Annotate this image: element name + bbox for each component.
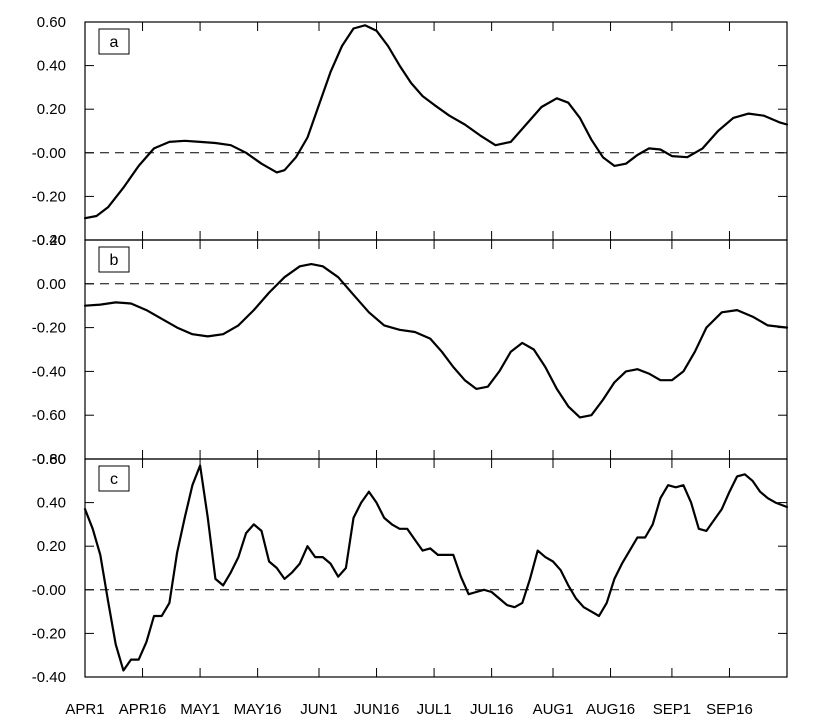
y-tick-label: -0.60: [32, 407, 66, 424]
x-tick-label: MAY1: [180, 701, 220, 718]
x-tick-label: MAY16: [234, 701, 282, 718]
shared-x-axis: APR1 APR16 MAY1 MAY16 JUN1 JUN16 JUL1 JUL16 AUG1…: [65, 701, 752, 718]
x-tick-label: APR1: [65, 701, 104, 718]
x-tick-label: AUG1: [533, 701, 574, 718]
series-line-b: [83, 263, 789, 419]
x-tick-label: SEP16: [706, 701, 753, 718]
y-tick-label: -0.40: [32, 669, 66, 686]
y-tick-label: -0.20: [32, 188, 66, 205]
panel-a: -0.40 -0.20 -0.00 0.20 0.40 0.60 a: [32, 14, 789, 249]
y-tick-label: 0.20: [37, 101, 66, 118]
x-tick-label: JUL16: [470, 701, 513, 718]
panel-c: -0.40 -0.20 -0.00 0.20 0.40 0.60 c: [32, 451, 789, 686]
series-line-c: [83, 464, 789, 672]
x-tick-label: JUN16: [354, 701, 400, 718]
panel-label-box: [98, 246, 130, 273]
y-tick-label: -0.20: [32, 625, 66, 642]
panel-label: a: [110, 34, 119, 51]
x-tick-label: JUL1: [417, 701, 452, 718]
y-tick-label: 0.20: [37, 232, 66, 249]
x-tick-label: APR16: [119, 701, 167, 718]
chart-panels: -0.40-0.20-0.000.200.400.60a-0.80-0.60-0…: [32, 14, 789, 686]
x-tick-label: SEP1: [653, 701, 691, 718]
panel-label: b: [110, 252, 119, 269]
panel-frame: [84, 458, 788, 678]
x-tick-label: AUG16: [586, 701, 635, 718]
x-tick-label: JUN1: [300, 701, 338, 718]
y-tick-label: -0.20: [32, 320, 66, 337]
y-tick-label: -0.00: [32, 145, 66, 162]
panel-b: -0.80 -0.60 -0.40 -0.20 0.00 0.20 b: [32, 232, 789, 468]
panel-label: c: [110, 471, 118, 488]
y-tick-label: -0.80: [32, 451, 66, 468]
panel-frame: [84, 21, 788, 241]
y-tick-label: 0.60: [37, 451, 66, 468]
y-tick-label: -0.40: [32, 232, 66, 249]
y-tick-label: 0.40: [37, 495, 66, 512]
y-tick-label: 0.00: [37, 276, 66, 293]
panel-label-box: [98, 28, 130, 55]
y-tick-label: 0.40: [37, 58, 66, 75]
y-tick-label: -0.00: [32, 582, 66, 599]
y-tick-label: 0.20: [37, 538, 66, 555]
panel-label-box: [98, 465, 130, 492]
y-tick-label: -0.40: [32, 363, 66, 380]
y-tick-label: 0.60: [37, 14, 66, 31]
series-line-a: [83, 24, 789, 220]
panel-frame: [84, 239, 788, 460]
